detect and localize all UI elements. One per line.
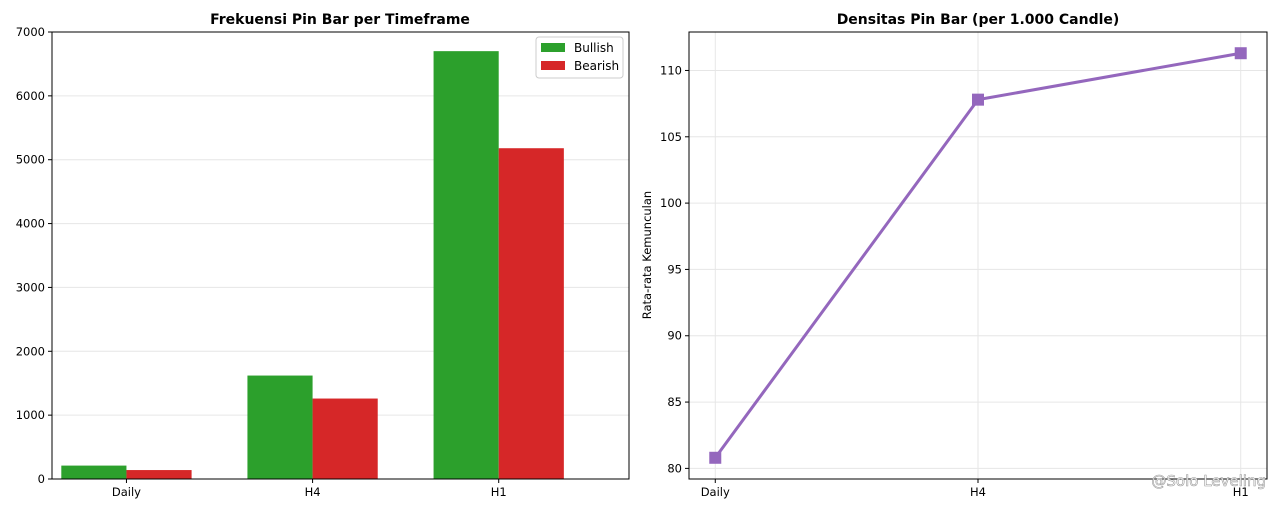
bar-chart-grid (52, 31, 629, 480)
bar-bullish-daily (61, 465, 127, 479)
bar-chart-title: Frekuensi Pin Bar per Timeframe (210, 12, 470, 28)
bar-chart-frame (51, 31, 630, 480)
bar-y-tick-label: 4000 (16, 217, 45, 231)
legend-swatch-bearish (541, 61, 565, 70)
line-y-tick-label: 95 (667, 262, 682, 276)
bar-chart-y-ticks: 0 1000 2000 3000 4000 5000 6000 7000 (16, 25, 52, 486)
line-chart-y-ticks: 80 85 90 95 100 105 110 (660, 63, 689, 475)
bar-x-tick-label: Daily (112, 485, 141, 499)
legend-swatch-bullish (541, 43, 565, 52)
line-x-tick-label: H1 (1233, 485, 1249, 499)
line-y-tick-label: 110 (660, 63, 682, 77)
bar-chart: Frekuensi Pin Bar per Timeframe 0 1000 200… (16, 12, 630, 499)
bar-y-tick-label: 2000 (16, 344, 45, 358)
line-y-tick-label: 85 (667, 395, 682, 409)
bar-chart-legend: Bullish Bearish (535, 36, 624, 79)
line-chart-x-ticks: Daily H4 H1 (701, 479, 1249, 499)
bar-y-tick-label: 1000 (16, 408, 45, 422)
bar-y-tick-label: 6000 (16, 89, 45, 103)
bar-y-tick-label: 3000 (16, 280, 45, 294)
line-chart: Densitas Pin Bar (per 1.000 Candle) 80 85… (640, 12, 1268, 499)
line-chart-grid (689, 32, 1267, 479)
legend-label-bearish: Bearish (574, 59, 619, 73)
legend-label-bullish: Bullish (574, 41, 614, 55)
line-chart-y-axis-label: Rata-rata Kemunculan (640, 191, 654, 319)
line-point-daily (709, 451, 722, 464)
bar-bullish-h1 (433, 51, 499, 480)
line-y-tick-label: 105 (660, 130, 682, 144)
bar-y-tick-label: 0 (38, 472, 45, 486)
bar-x-tick-label: H1 (491, 485, 507, 499)
watermark: @Solo Leveling (1151, 472, 1266, 490)
bar-chart-x-ticks: Daily H4 H1 (112, 479, 507, 499)
bar-y-tick-label: 7000 (16, 25, 45, 39)
bar-bearish-h4 (312, 398, 378, 479)
bar-bearish-h1 (498, 148, 564, 479)
bar-y-tick-label: 5000 (16, 153, 45, 167)
line-chart-title: Densitas Pin Bar (per 1.000 Candle) (837, 12, 1120, 28)
line-chart-series (709, 47, 1247, 464)
line-y-tick-label: 90 (667, 329, 682, 343)
bar-bearish-daily (126, 470, 192, 479)
line-y-tick-label: 80 (667, 461, 682, 475)
line-x-tick-label: H4 (970, 485, 986, 499)
line-x-tick-label: Daily (701, 485, 730, 499)
bar-x-tick-label: H4 (305, 485, 321, 499)
line-point-h4 (972, 93, 984, 106)
bar-bullish-h4 (247, 375, 313, 479)
bar-chart-bars (61, 51, 564, 480)
line-point-h1 (1234, 47, 1247, 60)
line-y-tick-label: 100 (660, 196, 682, 210)
